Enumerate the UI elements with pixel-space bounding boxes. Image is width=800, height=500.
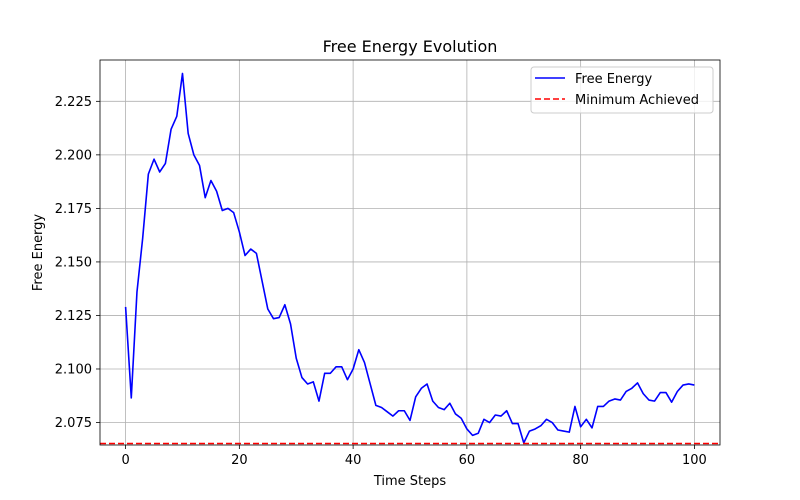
free-energy-line bbox=[124, 72, 695, 444]
x-tick-label: 20 bbox=[231, 453, 248, 468]
chart-title: Free Energy Evolution bbox=[323, 37, 498, 56]
y-tick-label: 2.100 bbox=[55, 362, 92, 377]
plot-frame bbox=[99, 59, 721, 446]
y-tick-label: 2.125 bbox=[55, 309, 92, 324]
x-tick-label: 80 bbox=[572, 453, 589, 468]
grid bbox=[100, 60, 720, 445]
y-tick-label: 2.175 bbox=[55, 202, 92, 217]
x-tick-label: 100 bbox=[682, 453, 707, 468]
y-tick-label: 2.075 bbox=[55, 416, 92, 431]
x-tick-label: 40 bbox=[345, 453, 362, 468]
legend: Free Energy Minimum Achieved bbox=[530, 66, 714, 114]
x-tick-label: 60 bbox=[459, 453, 476, 468]
y-tick-label: 2.225 bbox=[55, 95, 92, 110]
series-layer bbox=[100, 72, 720, 445]
x-axis: 0 20 40 60 80 100 bbox=[121, 445, 707, 468]
legend-label-minimum-achieved: Minimum Achieved bbox=[575, 93, 699, 108]
x-axis-label: Time Steps bbox=[373, 474, 447, 489]
legend-box bbox=[530, 66, 714, 114]
x-tick-label: 0 bbox=[121, 453, 129, 468]
y-tick-label: 2.200 bbox=[55, 148, 92, 163]
legend-label-free-energy: Free Energy bbox=[575, 72, 653, 87]
y-axis-label: Free Energy bbox=[31, 214, 46, 292]
y-tick-label: 2.150 bbox=[55, 255, 92, 270]
y-axis: 2.075 2.100 2.125 2.150 2.175 2.200 2.225 bbox=[55, 95, 100, 431]
